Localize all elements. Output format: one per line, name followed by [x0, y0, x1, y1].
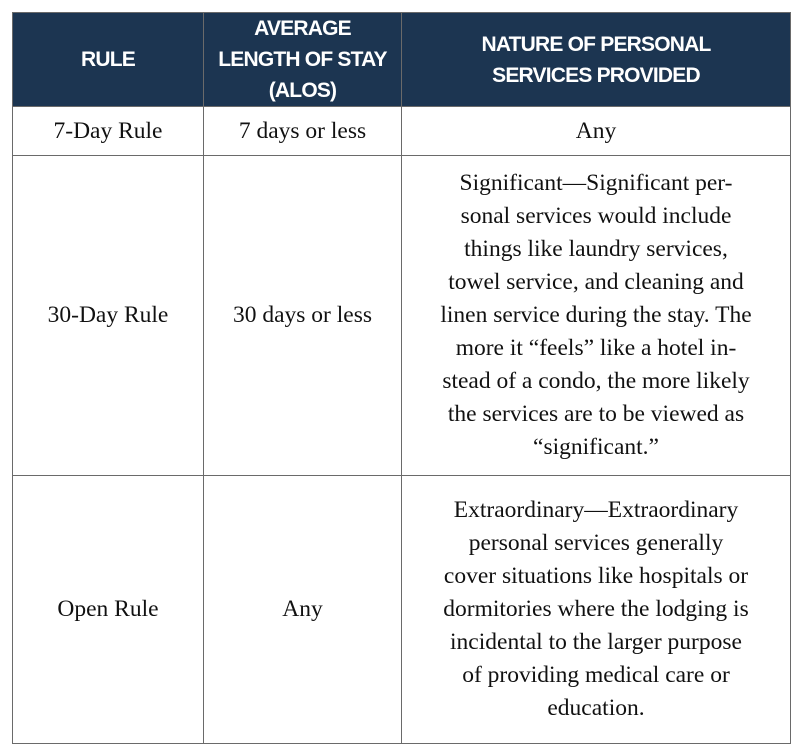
table-cell: 30-Day Rule [12, 155, 204, 476]
cell-line: linen service during the stay. The [440, 302, 752, 328]
cell-line: things like laundry services, [464, 236, 728, 262]
table-body: 7-Day Rule 7 days or less Any 30-Day Rule 30… [12, 106, 791, 744]
cell-line: cover situations like hospitals or [443, 563, 749, 589]
table-row: Open Rule Any Extraordinary—Extraordinary p… [12, 475, 791, 744]
table-cell: 7 days or less [203, 106, 402, 156]
cell-line: Any [575, 117, 617, 144]
cell-line: education. [547, 695, 645, 721]
cell-line: sonal services would include [460, 203, 732, 229]
header-cell: RULE [12, 12, 204, 107]
cell-line: of providing medical care or [462, 662, 730, 688]
header-row: RULE AVERAGE LENGTH OF STAY (ALOS) NATUR… [12, 12, 791, 107]
cell-line: Extraordinary—Extraordinary [453, 497, 739, 523]
table-cell: Any [203, 475, 402, 744]
rules-table: RULE AVERAGE LENGTH OF STAY (ALOS) NATUR… [12, 12, 791, 744]
table-cell: Extraordinary—Extraordinary personal serv… [401, 475, 791, 744]
cell-line: stead of a condo, the more likely [442, 368, 750, 394]
cell-line: personal services generally [468, 530, 724, 556]
header-cell: NATURE OF PERSONAL SERVICES PROVIDED [401, 12, 791, 107]
table-cell: Any [401, 106, 791, 156]
cell-line: the services are to be viewed as [447, 401, 745, 427]
table-row: 30-Day Rule 30 days or less Significant—Si… [12, 155, 791, 476]
cell-line: more it “feels” like a hotel in- [455, 335, 737, 361]
cell-line: incidental to the larger purpose [450, 629, 742, 655]
cell-line: dormitories where the lodging is [443, 596, 749, 622]
cell-line: towel service, and cleaning and [448, 269, 744, 295]
table-cell: 30 days or less [203, 155, 402, 476]
table-row: 7-Day Rule 7 days or less Any [12, 106, 791, 156]
table-cell: 7-Day Rule [12, 106, 204, 156]
table-cell: Open Rule [12, 475, 204, 744]
cell-line: Significant—Significant per- [459, 170, 733, 196]
header-cell: AVERAGE LENGTH OF STAY (ALOS) [203, 12, 402, 107]
cell-line: “significant.” [533, 434, 659, 460]
table-cell: Significant—Significant per-sonal servic… [401, 155, 791, 476]
